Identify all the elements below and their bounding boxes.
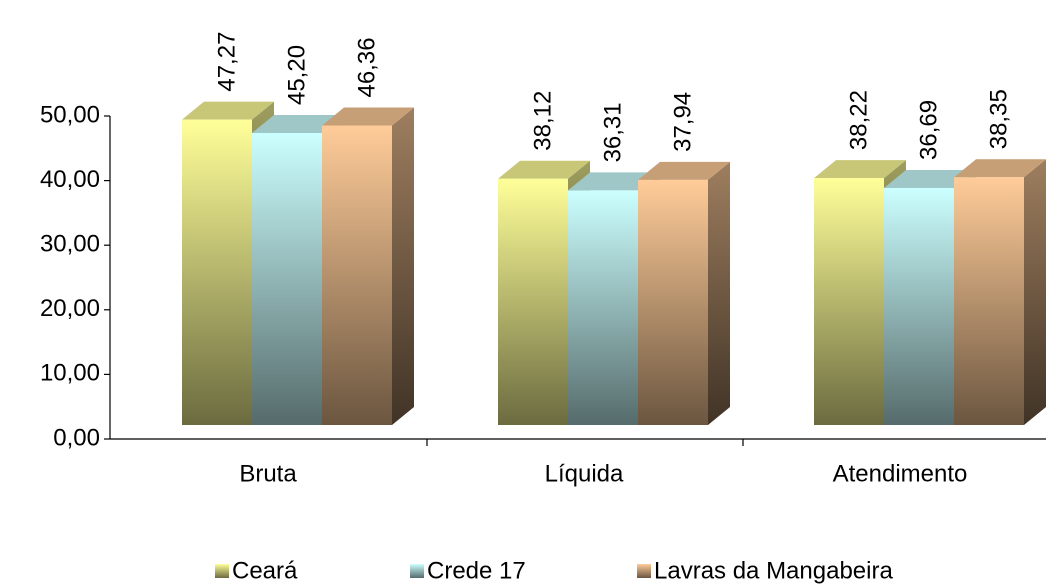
bar-top — [814, 160, 906, 179]
bar-top — [182, 101, 274, 120]
value-label: 36,69 — [915, 100, 942, 160]
x-tick-label: Líquida — [545, 460, 624, 487]
bar-top — [954, 159, 1046, 178]
bar — [638, 179, 708, 425]
y-tick-label: 40,00 — [40, 166, 100, 193]
y-tick-label: 10,00 — [40, 360, 100, 387]
bar — [498, 178, 568, 425]
bar-top — [638, 161, 730, 180]
bar — [954, 177, 1024, 425]
legend-label: Lavras da Mangabeira — [654, 557, 893, 584]
value-label: 38,22 — [845, 90, 872, 150]
bar-top — [322, 107, 414, 126]
value-label: 37,94 — [669, 92, 696, 152]
value-label: 36,31 — [599, 102, 626, 162]
legend-swatch — [410, 564, 424, 578]
bar-side — [392, 107, 414, 425]
legend-label: Crede 17 — [427, 557, 526, 584]
bar-top — [568, 172, 660, 191]
legend-swatch — [215, 564, 229, 578]
value-label: 38,35 — [985, 89, 1012, 149]
bar-side — [708, 161, 730, 425]
value-label: 45,20 — [283, 45, 310, 105]
bar — [884, 187, 954, 425]
value-label: 46,36 — [353, 37, 380, 97]
bar — [814, 178, 884, 425]
bar-side — [1024, 159, 1046, 425]
y-tick-label: 50,00 — [40, 101, 100, 128]
bar-top — [498, 160, 590, 179]
bar — [182, 119, 252, 425]
bar — [568, 190, 638, 425]
legend-label: Ceará — [232, 557, 298, 584]
y-tick-label: 20,00 — [40, 295, 100, 322]
legend-swatch — [637, 564, 651, 578]
bar — [322, 125, 392, 425]
bar-top — [252, 115, 344, 134]
y-tick-label: 30,00 — [40, 231, 100, 258]
y-tick-label: 0,00 — [53, 424, 100, 451]
value-label: 47,27 — [213, 32, 240, 92]
x-tick-label: Atendimento — [833, 460, 968, 487]
bar — [252, 133, 322, 425]
x-tick-label: Bruta — [239, 460, 297, 487]
bar-top — [884, 169, 976, 188]
value-label: 38,12 — [529, 91, 556, 151]
